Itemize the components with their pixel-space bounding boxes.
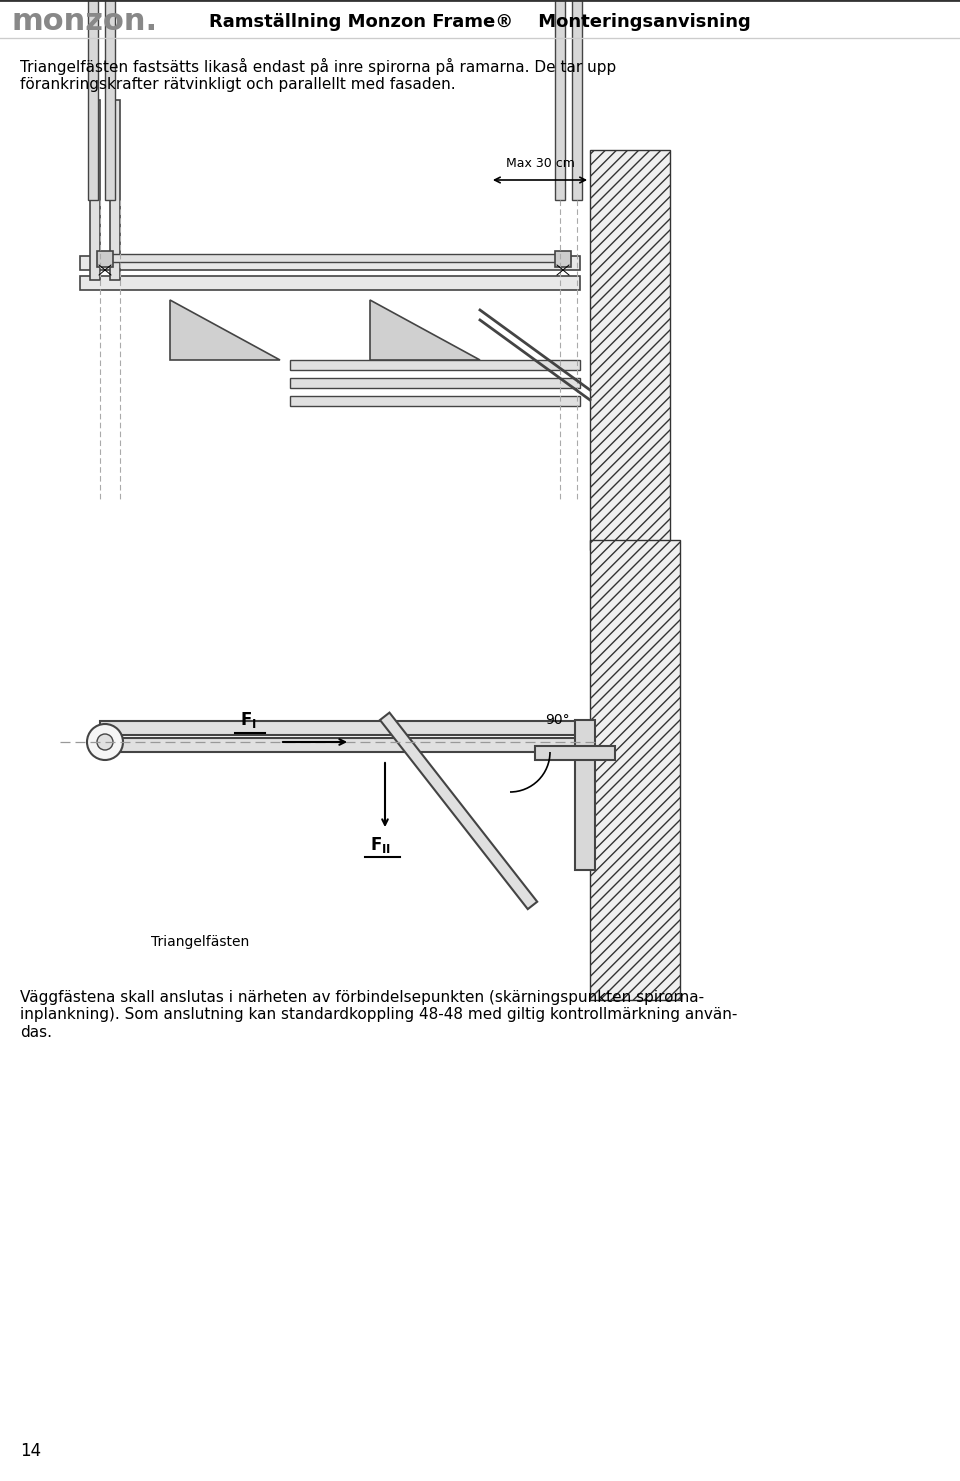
Bar	[97, 250, 113, 267]
Text: 90°: 90°	[545, 712, 569, 727]
Circle shape	[87, 724, 123, 760]
Bar	[105, 0, 115, 200]
Bar	[88, 0, 98, 200]
Bar	[80, 275, 580, 290]
Bar	[100, 721, 580, 735]
Bar	[555, 250, 571, 267]
Bar	[110, 101, 120, 280]
Polygon shape	[170, 301, 280, 360]
Bar	[575, 720, 595, 869]
Text: $\mathbf{F_{II}}$: $\mathbf{F_{II}}$	[370, 835, 391, 855]
Text: Väggfästena skall anslutas i närheten av förbindelsepunkten (skärningspunkten sp: Väggfästena skall anslutas i närheten av…	[20, 989, 737, 1040]
Bar	[290, 378, 580, 388]
Bar	[572, 0, 582, 200]
Bar	[590, 541, 680, 1000]
Bar	[555, 0, 565, 200]
Text: Triangelfästen fastsätts likaså endast på inre spirorna på ramarna. De tar upp
f: Triangelfästen fastsätts likaså endast p…	[20, 58, 616, 92]
Bar	[100, 738, 580, 752]
Bar	[290, 395, 580, 406]
Text: 14: 14	[20, 1442, 41, 1460]
Circle shape	[97, 735, 113, 749]
Text: Ramställning Monzon Frame®    Monteringsanvisning: Ramställning Monzon Frame® Monteringsanv…	[209, 13, 751, 31]
Bar	[380, 712, 538, 909]
Text: monzon.: monzon.	[12, 7, 158, 37]
Bar	[290, 360, 580, 370]
Bar	[590, 150, 670, 549]
Bar	[100, 255, 570, 262]
Text: Max 30 cm: Max 30 cm	[506, 157, 574, 170]
Text: Triangelfästen: Triangelfästen	[151, 935, 250, 949]
Bar	[535, 746, 615, 760]
Text: $\mathbf{F_I}$: $\mathbf{F_I}$	[240, 709, 256, 730]
Bar	[90, 101, 100, 280]
Bar	[80, 256, 580, 270]
Polygon shape	[370, 301, 480, 360]
